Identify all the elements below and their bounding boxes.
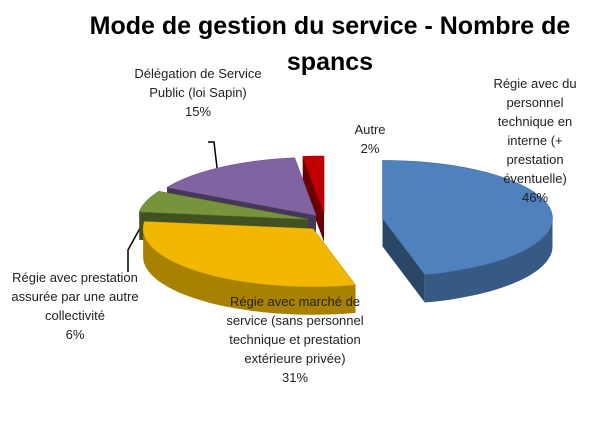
slice-wall [302, 156, 324, 242]
data-label: Délégation de Service Public (loi Sapin)… [128, 64, 268, 121]
slice-side [424, 218, 553, 303]
slice-side [143, 228, 356, 315]
slice [166, 157, 317, 216]
data-label: Autre 2% [340, 120, 400, 158]
data-label: Régie avec du personnel technique en int… [480, 74, 590, 207]
slice [142, 221, 356, 288]
slice-wall [382, 218, 425, 303]
leader-line [208, 141, 219, 177]
slice [138, 190, 308, 220]
value-label: 15% [184, 104, 212, 119]
category-label: Délégation de Service Public (loi Sapin) [134, 66, 262, 100]
category-label: Régie avec prestation assurée par une au… [11, 270, 139, 323]
data-label: Régie avec marché de service (sans perso… [220, 292, 370, 387]
category-label: Régie avec marché de service (sans perso… [226, 294, 364, 366]
category-label: Autre [354, 122, 386, 137]
value-label: 6% [65, 327, 85, 342]
value-label: 31% [281, 370, 309, 385]
value-label: 2% [360, 141, 380, 156]
slice [382, 160, 553, 275]
slice [302, 155, 325, 215]
category-label: Régie avec du personnel technique en int… [493, 76, 577, 186]
chart-title: Mode de gestion du service - Nombre de s… [89, 12, 571, 76]
data-label: Régie avec prestation assurée par une au… [5, 268, 145, 344]
value-label: 46% [521, 190, 549, 205]
